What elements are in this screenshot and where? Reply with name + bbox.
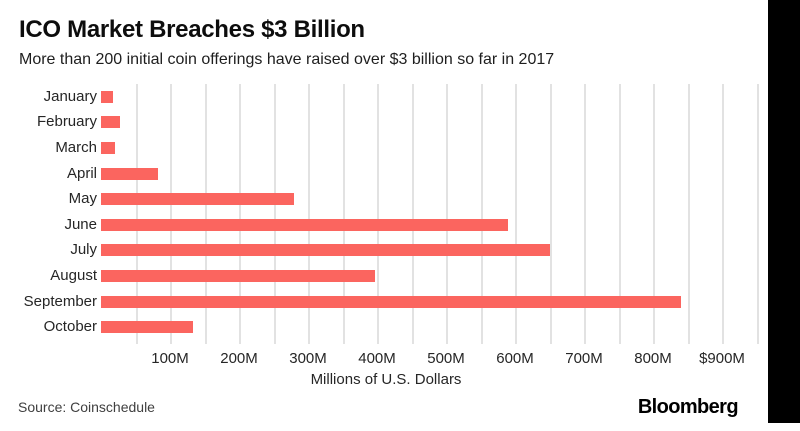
y-axis-label-february: February [36,113,97,131]
right-edge-black-bar [768,0,800,423]
x-tick-label-200M: 200M [220,350,258,367]
source-note: Source: Coinschedule [18,399,155,415]
y-axis-label-april: April [66,164,97,182]
gridline-250M [273,84,276,344]
y-axis-label-may: May [68,190,97,208]
x-tick-label-900M: $900M [699,350,745,367]
bar-july [101,244,550,257]
bar-april [101,167,158,180]
x-tick-label-300M: 300M [289,350,327,367]
bar-march [101,142,116,154]
gridline-950M [756,84,759,344]
gridline-350M [342,84,345,344]
gridline-850M [687,84,690,344]
x-tick-label-800M: 800M [634,350,672,367]
gridline-400M [377,84,379,344]
chart-title: ICO Market Breaches $3 Billion [19,16,365,43]
x-tick-label-700M: 700M [565,350,603,367]
x-tick-label-400M: 400M [358,350,396,367]
bar-february [101,116,120,129]
gridline-550M [480,84,483,344]
y-axis-label-september: September [23,292,97,310]
bar-september [101,295,681,308]
x-tick-label-500M: 500M [427,350,465,367]
gridline-600M [515,84,517,344]
bloomberg-logo: Bloomberg [637,396,739,418]
bar-august [101,270,375,282]
y-axis-label-january: January [43,87,97,105]
y-axis-label-october: October [43,318,97,336]
y-axis-label-june: June [64,215,97,233]
gridline-450M [411,84,414,344]
gridline-900M [722,84,724,344]
y-axis-label-august: August [50,267,97,284]
chart-subtitle: More than 200 initial coin offerings hav… [19,51,555,68]
bar-may [101,193,295,206]
x-tick-label-600M: 600M [496,350,534,367]
gridline-100M [170,84,172,344]
gridline-200M [239,84,241,344]
x-axis-title: Millions of U.S. Dollars [310,371,462,388]
bar-october [101,321,193,334]
gridline-700M [584,84,586,344]
gridline-150M [204,84,207,344]
gridline-650M [549,84,552,344]
gridline-300M [308,84,310,344]
bar-january [101,90,114,103]
gridline-500M [446,84,448,344]
gridline-800M [653,84,655,344]
gridline-50M [135,84,138,344]
bar-june [101,218,509,231]
y-axis-label-march: March [55,139,97,156]
gridline-750M [618,84,621,344]
y-axis-label-july: July [70,241,97,259]
x-tick-label-100M: 100M [151,350,189,367]
